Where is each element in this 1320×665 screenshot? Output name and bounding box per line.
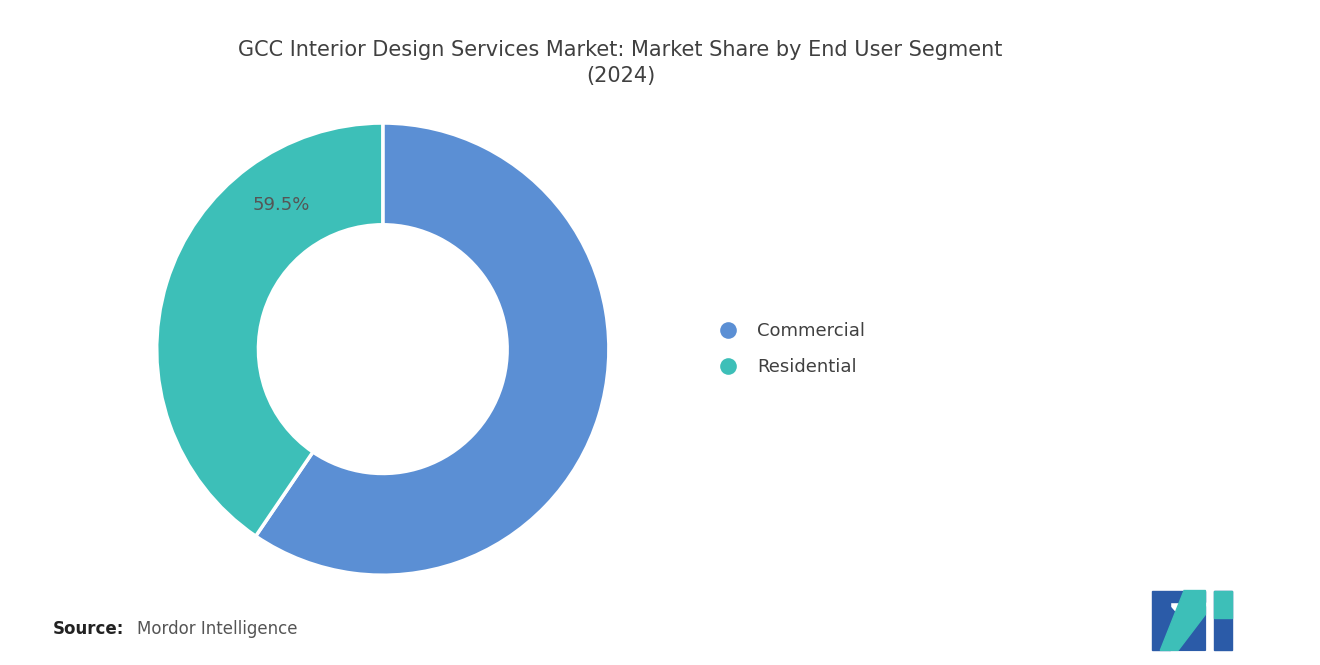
- Polygon shape: [1170, 606, 1205, 650]
- Text: Source:: Source:: [53, 620, 124, 638]
- Polygon shape: [1160, 591, 1205, 650]
- Wedge shape: [157, 123, 383, 536]
- Polygon shape: [1214, 591, 1232, 618]
- Polygon shape: [1152, 591, 1205, 650]
- Wedge shape: [256, 123, 609, 575]
- Legend: Commercial, Residential: Commercial, Residential: [702, 315, 873, 384]
- Text: GCC Interior Design Services Market: Market Share by End User Segment
(2024): GCC Interior Design Services Market: Mar…: [238, 40, 1003, 86]
- Text: Mordor Intelligence: Mordor Intelligence: [137, 620, 298, 638]
- Polygon shape: [1214, 591, 1232, 650]
- Text: 59.5%: 59.5%: [253, 196, 310, 213]
